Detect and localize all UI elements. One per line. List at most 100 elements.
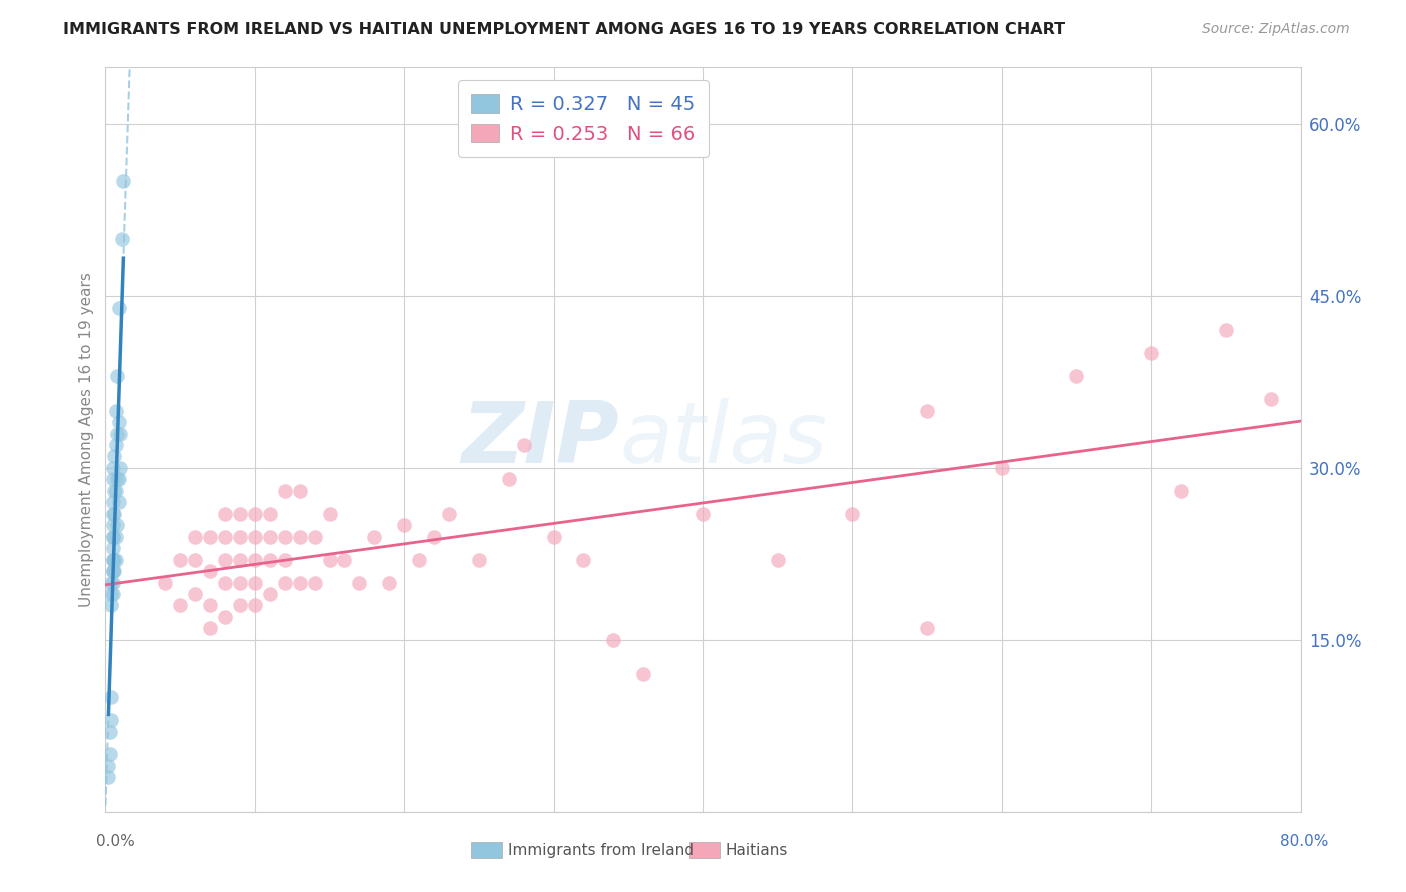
Point <box>633 667 655 681</box>
Point <box>1140 346 1163 360</box>
Point <box>104 483 127 498</box>
Point <box>766 552 789 566</box>
Point <box>101 541 124 556</box>
Point <box>259 507 281 521</box>
Point <box>304 530 326 544</box>
Point <box>112 174 135 188</box>
Point <box>273 483 295 498</box>
Point <box>602 632 624 647</box>
Point <box>107 426 129 441</box>
Point <box>214 552 236 566</box>
Legend: R = 0.327   N = 45, R = 0.253   N = 66: R = 0.327 N = 45, R = 0.253 N = 66 <box>458 80 709 157</box>
Point <box>378 575 401 590</box>
Point <box>104 530 127 544</box>
Point <box>104 403 127 417</box>
Point <box>108 472 131 486</box>
Point <box>110 461 132 475</box>
Point <box>1215 323 1237 337</box>
Point <box>273 530 295 544</box>
Point <box>104 438 127 452</box>
Point <box>101 552 124 566</box>
Point <box>498 472 520 486</box>
Point <box>101 564 124 578</box>
Point <box>101 530 124 544</box>
Point <box>243 507 266 521</box>
Point <box>198 564 221 578</box>
Point <box>259 552 281 566</box>
Point <box>97 770 120 784</box>
Point <box>408 552 430 566</box>
Text: 0.0%: 0.0% <box>96 834 135 848</box>
Point <box>184 587 207 601</box>
Point <box>229 507 252 521</box>
Text: 80.0%: 80.0% <box>1281 834 1329 848</box>
Text: IMMIGRANTS FROM IRELAND VS HAITIAN UNEMPLOYMENT AMONG AGES 16 TO 19 YEARS CORREL: IMMIGRANTS FROM IRELAND VS HAITIAN UNEMP… <box>63 22 1066 37</box>
Point <box>513 438 536 452</box>
Point <box>692 507 714 521</box>
Point <box>259 530 281 544</box>
Point <box>101 564 124 578</box>
Point <box>363 530 385 544</box>
Point <box>243 530 266 544</box>
Point <box>543 530 565 544</box>
Point <box>214 610 236 624</box>
Text: Immigrants from Ireland: Immigrants from Ireland <box>508 843 693 857</box>
Point <box>572 552 595 566</box>
Point <box>423 530 446 544</box>
Point <box>304 575 326 590</box>
Point <box>184 530 207 544</box>
Point <box>97 759 120 773</box>
Point <box>108 415 131 429</box>
Point <box>1066 369 1088 384</box>
Point <box>101 518 124 533</box>
Point <box>1260 392 1282 407</box>
Point <box>98 724 121 739</box>
Point <box>101 552 124 566</box>
Point <box>259 587 281 601</box>
Point <box>349 575 371 590</box>
Text: Source: ZipAtlas.com: Source: ZipAtlas.com <box>1202 22 1350 37</box>
Point <box>98 747 121 762</box>
Point <box>101 472 124 486</box>
Point <box>107 472 129 486</box>
Point <box>990 461 1012 475</box>
Point <box>103 450 125 464</box>
Point <box>214 507 236 521</box>
Point <box>198 621 221 635</box>
Point <box>111 232 134 246</box>
Point <box>103 552 125 566</box>
Point <box>104 552 127 566</box>
Point <box>394 518 416 533</box>
Point <box>198 530 221 544</box>
Point <box>103 507 125 521</box>
Point <box>841 507 863 521</box>
Point <box>243 552 266 566</box>
Point <box>101 587 124 601</box>
Point <box>110 426 132 441</box>
Point <box>333 552 356 566</box>
Point <box>100 587 122 601</box>
Point <box>273 552 295 566</box>
Text: atlas: atlas <box>619 398 827 481</box>
Point <box>107 369 129 384</box>
Point <box>214 530 236 544</box>
Point <box>229 575 252 590</box>
Point <box>915 403 938 417</box>
Point <box>100 575 122 590</box>
Point <box>108 301 131 315</box>
Point <box>229 599 252 613</box>
Point <box>229 530 252 544</box>
Point <box>101 495 124 509</box>
Point <box>288 530 311 544</box>
Point <box>103 483 125 498</box>
Point <box>229 552 252 566</box>
Point <box>243 599 266 613</box>
Point <box>101 530 124 544</box>
Point <box>288 575 311 590</box>
Text: ZIP: ZIP <box>461 398 619 481</box>
Point <box>273 575 295 590</box>
Point <box>214 575 236 590</box>
Point <box>318 507 340 521</box>
Point <box>318 552 340 566</box>
Point <box>915 621 938 635</box>
